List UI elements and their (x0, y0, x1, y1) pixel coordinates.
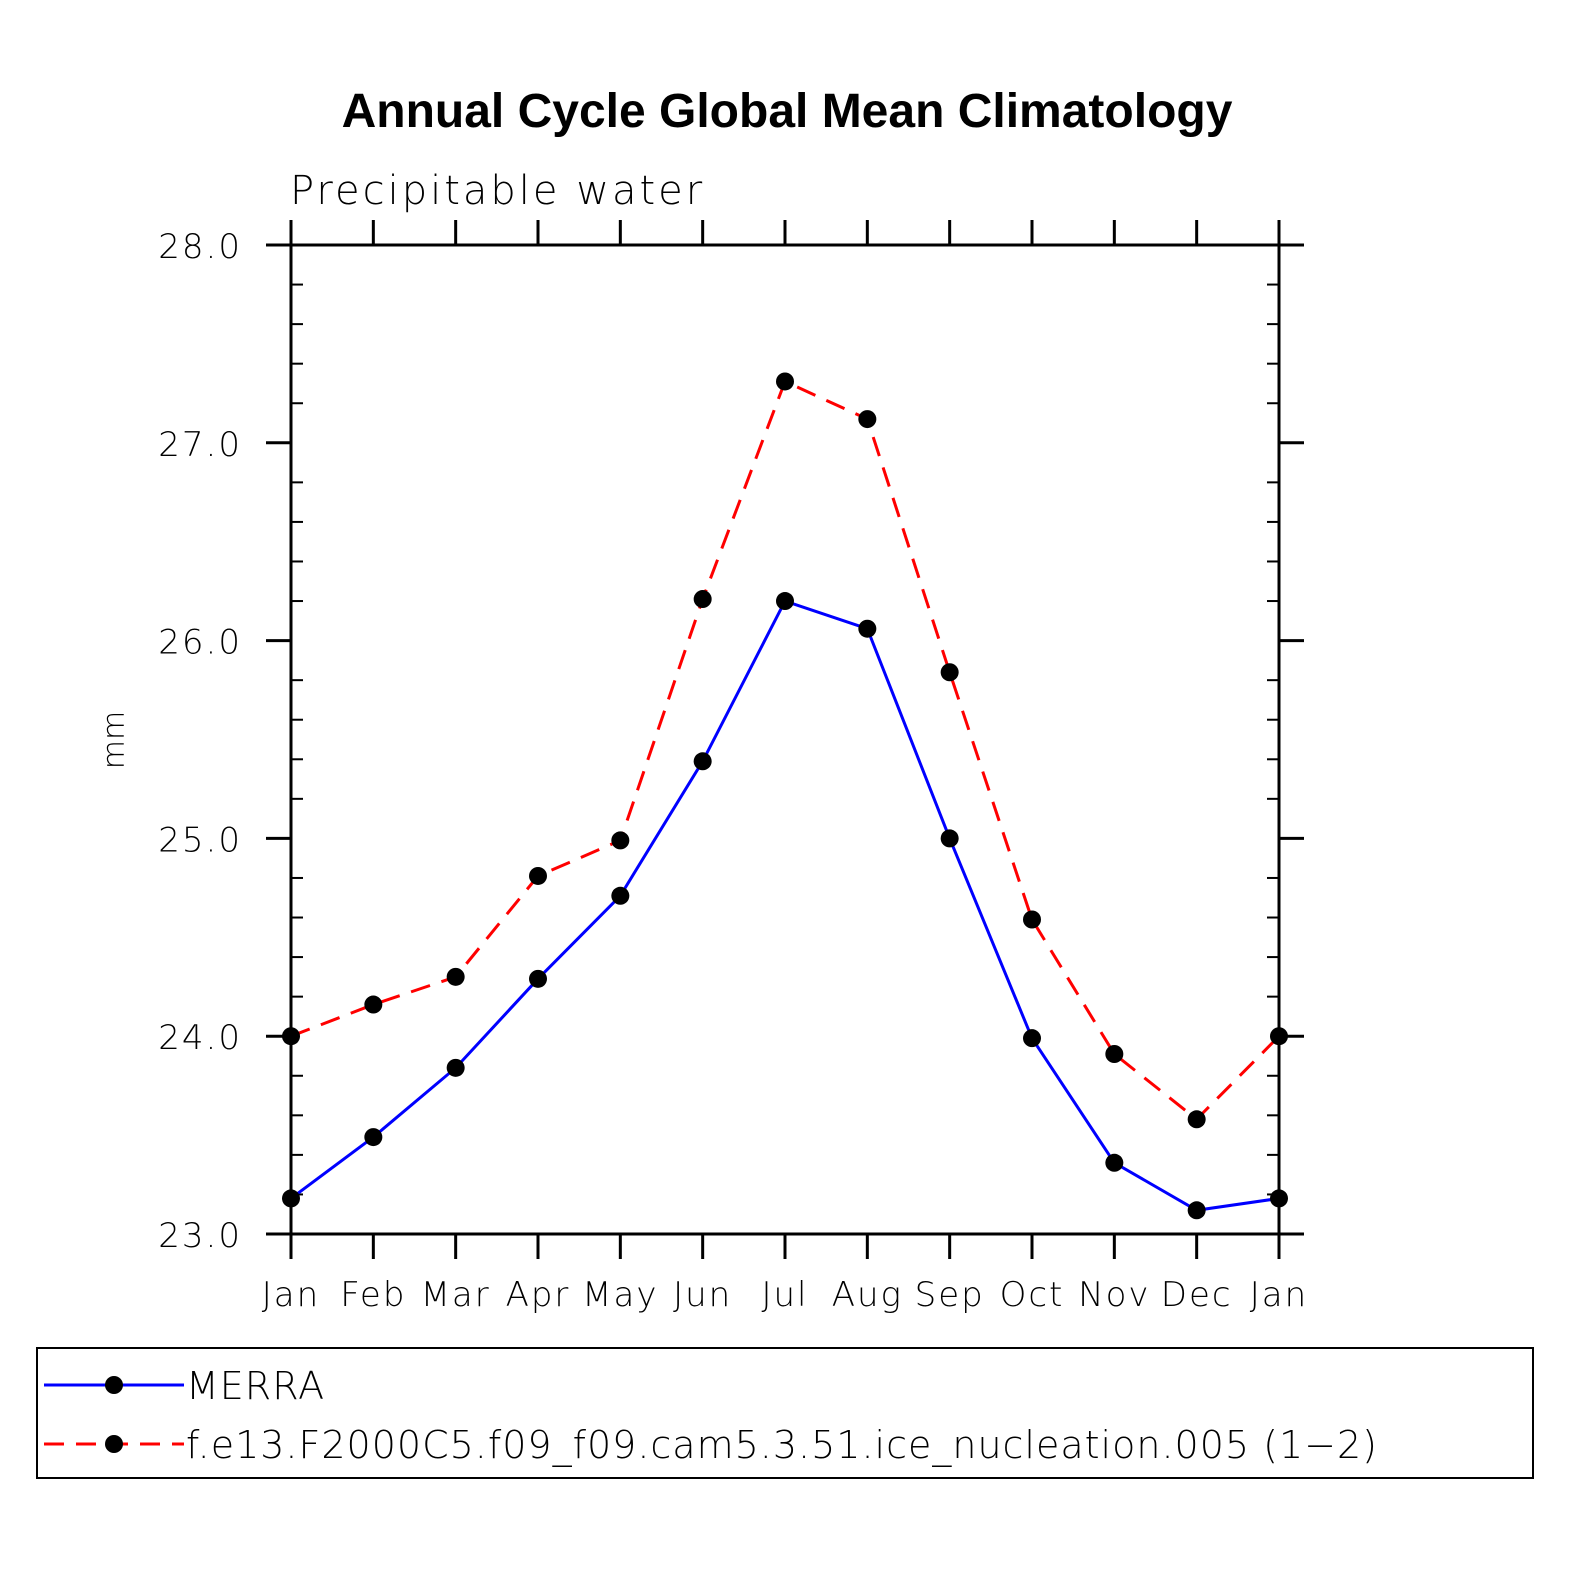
series-1-point (1105, 1045, 1124, 1064)
series-layer (282, 372, 1288, 1220)
series-1-point (1187, 1110, 1206, 1129)
legend-label-1: f.e13.F2000C5.f09_f09.cam5.3.51.ice_nucl… (186, 1423, 1378, 1468)
series-0-point (364, 1128, 383, 1147)
legend-box (36, 1347, 1534, 1479)
x-tick-label: Jan (1250, 1275, 1308, 1315)
x-tick-label: Aug (832, 1275, 903, 1315)
chart-title: Annual Cycle Global Mean Climatology (342, 85, 1233, 138)
y-tick-label: 27.0 (158, 425, 242, 465)
series-1-point (611, 831, 630, 850)
x-tick-label: Jul (761, 1275, 808, 1315)
series-0-point (1023, 1029, 1041, 1048)
y-tick-label: 24.0 (158, 1018, 242, 1058)
x-tick-label: Nov (1078, 1275, 1150, 1315)
y-tick-label: 25.0 (158, 820, 242, 860)
series-1-point (282, 1027, 300, 1046)
chart-subtitle: Precipitable water (290, 168, 705, 214)
x-tick-label: Jan (262, 1275, 320, 1315)
y-axis-label: mm (97, 711, 132, 769)
series-0-point (858, 619, 877, 638)
series-0-point (446, 1058, 465, 1077)
x-tick-label: Oct (1000, 1275, 1065, 1315)
y-tick-label: 26.0 (158, 623, 242, 663)
series-0-point (1105, 1153, 1124, 1172)
legend: MERRA f.e13.F2000C5.f09_f09.cam5.3.51.ice… (44, 1364, 1378, 1468)
series-1-point (858, 410, 877, 429)
x-tick-label: Dec (1161, 1275, 1233, 1315)
series-1-point (364, 995, 383, 1014)
y-tick-label: 28.0 (158, 227, 242, 267)
series-line-0 (290, 599, 1280, 1212)
series-1-point (529, 866, 547, 885)
plot-frame (289, 243, 1281, 1236)
y-tick-label: 23.0 (158, 1216, 242, 1256)
plot-axes: Jan Feb Mar Apr May Jun Jul Aug Sep Oct Nov Dec Jan 2… (158, 220, 1308, 1315)
series-0-point (1270, 1189, 1288, 1208)
x-tick-label: Jun (673, 1275, 732, 1315)
x-tick-label: May (582, 1275, 658, 1315)
series-1-point (1270, 1027, 1288, 1046)
series-1-point (693, 590, 712, 609)
series-1-point (940, 663, 959, 682)
series-line-1 (290, 379, 1281, 1122)
series-0-point (776, 592, 794, 611)
series-0-point (282, 1189, 300, 1208)
series-1-point (1023, 910, 1041, 929)
legend-label-0: MERRA (186, 1364, 325, 1408)
x-tick-label: Apr (506, 1275, 571, 1315)
legend-marker-0 (105, 1376, 123, 1394)
x-tick-label: Sep (915, 1275, 985, 1315)
series-1-point (776, 372, 794, 391)
series-0-point (611, 886, 630, 905)
series-0-point (940, 829, 959, 848)
series-0-point (1187, 1201, 1206, 1220)
x-tick-label: Feb (340, 1275, 406, 1315)
series-0-point (529, 969, 547, 988)
x-tick-label: Mar (421, 1275, 491, 1315)
series-0-point (693, 752, 712, 771)
legend-marker-1 (105, 1435, 123, 1453)
series-1-point (446, 967, 465, 986)
